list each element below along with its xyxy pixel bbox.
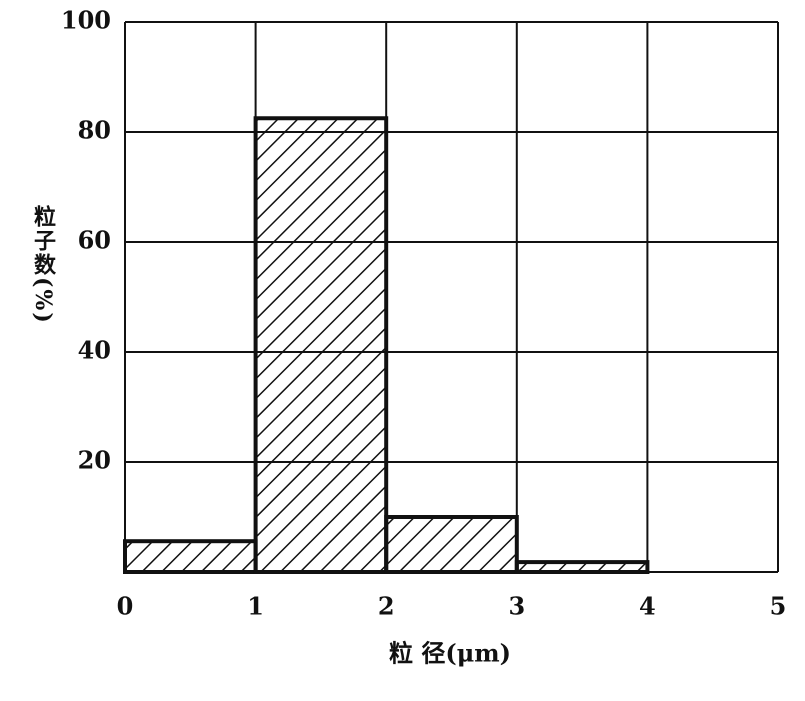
x-tick-label: 3: [508, 592, 525, 621]
bar: [384, 515, 519, 574]
x-tick-label: 4: [639, 592, 656, 621]
bar: [253, 116, 389, 574]
x-axis-label: 粒 径(μm): [389, 639, 511, 668]
x-tick-label: 5: [770, 592, 787, 621]
x-tick-label: 2: [378, 592, 395, 621]
y-tick-label: 20: [78, 446, 111, 475]
x-tick-label: 0: [117, 592, 134, 621]
x-tick-label: 1: [247, 592, 264, 621]
y-tick-label: 100: [61, 6, 111, 35]
bar: [123, 539, 258, 575]
y-tick-label: 40: [78, 336, 111, 365]
y-tick-label: 60: [78, 226, 111, 255]
bar: [514, 560, 650, 574]
y-tick-label: 80: [78, 116, 111, 145]
y-axis-label: 粒子数(%): [30, 204, 56, 324]
